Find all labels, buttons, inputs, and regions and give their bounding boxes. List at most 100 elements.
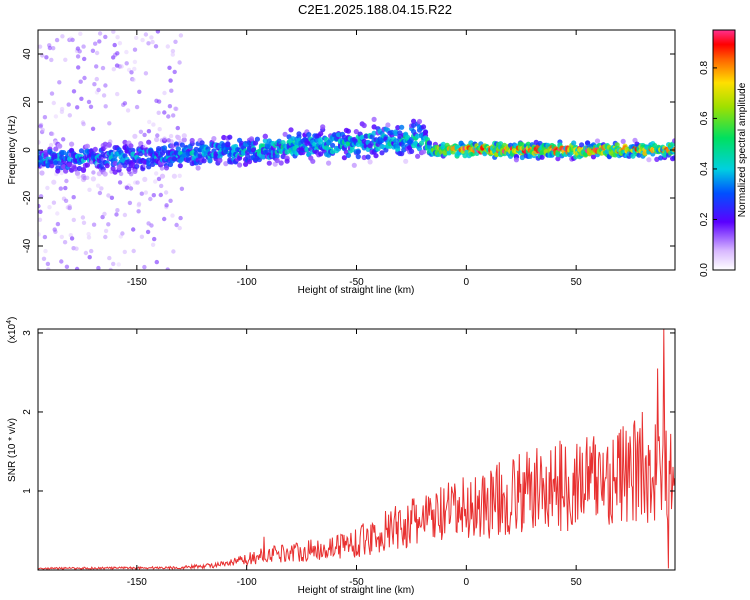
spectrogram-noise-point (71, 89, 77, 94)
spectrogram-noise-point (38, 232, 41, 237)
spectrogram-point (189, 137, 195, 144)
spectrogram-noise-point (173, 106, 178, 111)
spectrogram-noise-point (122, 249, 128, 255)
spectrogram-noise-point (162, 90, 167, 96)
spectrogram-point (361, 122, 367, 129)
spectrogram-noise-point (96, 87, 101, 93)
spectrogram-point (248, 136, 255, 142)
spectrogram-point (207, 158, 213, 164)
spectrogram-noise-point (53, 114, 59, 119)
spectrogram-point (371, 116, 377, 122)
spectrogram-noise-point (103, 34, 108, 40)
spectrogram-point (420, 124, 427, 130)
spectrogram-noise-point (154, 259, 159, 265)
spectrogram-noise-point (115, 51, 120, 56)
spectrogram-noise-point (97, 31, 103, 36)
spectrogram-noise-point (134, 104, 140, 110)
spectrogram-point (345, 152, 351, 158)
spectrogram-point (304, 146, 310, 153)
spectrogram-point (409, 148, 415, 154)
spectrogram-point (326, 160, 332, 166)
spectrogram-noise-point (106, 222, 111, 227)
spectrogram-noise-point (125, 108, 131, 113)
spectrogram-noise-point (117, 180, 123, 185)
spectrogram-point (53, 160, 59, 166)
spectrogram-noise-point (147, 119, 152, 125)
spectrogram-point (590, 154, 597, 160)
spectrogram-point (221, 134, 227, 141)
spectrogram-noise-point (136, 203, 141, 208)
spectrogram-noise-point (132, 66, 137, 72)
spectrogram-noise-point (78, 31, 83, 36)
spectrogram-noise-point (102, 211, 107, 217)
spectrogram-noise-point (109, 195, 115, 200)
colorbar-label: Normalized spectral amplitude (737, 82, 748, 217)
spectrogram-point (555, 152, 561, 158)
spectrogram-noise-point (124, 61, 129, 66)
spectrogram-noise-point (94, 50, 100, 56)
spectrogram-point (181, 133, 187, 139)
spectrogram-point (185, 157, 191, 163)
spectrogram-point (579, 142, 585, 148)
spectrogram-noise-point (173, 39, 178, 44)
spectrogram-noise-point (131, 227, 136, 232)
spectrogram-noise-point (143, 71, 149, 76)
spectrogram-point (104, 163, 110, 169)
spectrogram-noise-point (81, 121, 86, 127)
spectrogram-noise-point (106, 193, 111, 198)
spectrogram-point (237, 155, 243, 161)
spectrogram-noise-point (156, 176, 162, 182)
spectrogram-noise-point (93, 41, 98, 46)
spectrogram-noise-point (167, 65, 172, 71)
spectrogram-noise-point (165, 44, 170, 49)
x-tick-label: -100 (237, 577, 257, 588)
spectrogram-noise-point (132, 47, 138, 52)
spectrogram-noise-point (174, 222, 179, 228)
spectrogram-noise-point (150, 39, 155, 45)
spectrogram-noise-point (157, 127, 162, 132)
y-tick-label: 2 (22, 409, 33, 415)
spectrogram-noise-point (67, 204, 72, 209)
spectrogram-point (345, 128, 351, 134)
spectrogram-noise-point (145, 229, 151, 235)
spectrogram-point (355, 154, 361, 160)
spectrogram-point (401, 147, 407, 153)
spectrogram-noise-point (128, 186, 134, 191)
spectrogram-noise-point (67, 113, 73, 118)
snr-x-axis-title: Height of straight line (km) (298, 585, 415, 596)
spectrogram-point (379, 150, 385, 156)
spectrogram-point (389, 129, 395, 135)
spectrogram-point (426, 140, 432, 146)
spectrogram-noise-point (48, 142, 54, 148)
spectrogram-point (361, 154, 367, 161)
spectrogram-point (276, 138, 282, 144)
y-tick-label: 3 (22, 330, 33, 336)
spectrogram-point (539, 150, 545, 156)
spectrogram-point (49, 163, 55, 169)
spectrogram-noise-point (156, 110, 161, 116)
spectrogram-point (223, 149, 229, 155)
spectrogram-noise-point (100, 214, 105, 220)
spectrogram-point (375, 146, 381, 152)
spectrogram-point (312, 141, 318, 147)
spectrogram-noise-point (137, 89, 142, 95)
spectrogram-point (422, 129, 429, 135)
spectrogram-noise-point (75, 54, 81, 59)
y-tick-label: 20 (22, 96, 33, 108)
spectrogram-point (282, 131, 288, 137)
spectrogram-point (415, 153, 421, 159)
spectrogram-point (318, 131, 324, 137)
spectrogram-noise-point (103, 83, 108, 88)
spectrogram-point (646, 157, 652, 163)
y-tick-label: 1 (22, 488, 33, 494)
spectrogram-noise-point (108, 267, 113, 270)
spectrogram-point (161, 145, 168, 151)
spectrogram-point (335, 132, 342, 138)
spectrogram-noise-point (101, 93, 107, 98)
spectrogram-noise-point (136, 209, 141, 214)
spectrogram-noise-point (99, 186, 104, 191)
spectrogram-point (53, 146, 59, 152)
spectrogram-noise-point (88, 104, 94, 110)
spectrogram-noise-point (151, 193, 156, 198)
spectrogram-point (156, 146, 162, 152)
